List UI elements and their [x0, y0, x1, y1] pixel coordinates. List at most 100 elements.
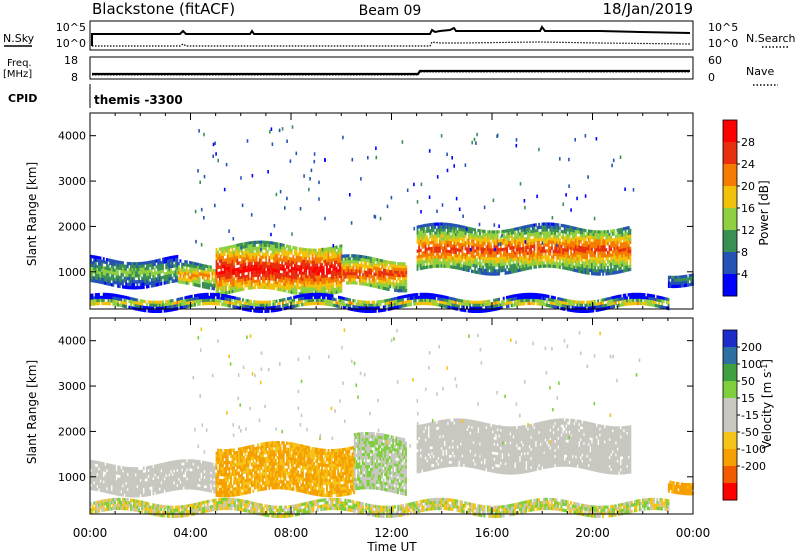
echo-cell — [255, 282, 258, 286]
echo-cell — [258, 249, 261, 253]
echo-cell — [511, 270, 513, 274]
echo-cell — [437, 222, 440, 226]
echo-cell — [363, 261, 366, 265]
echo-cell — [292, 261, 295, 265]
echo-cell — [255, 264, 258, 268]
echo-cell — [263, 276, 266, 280]
echo-cell — [480, 271, 483, 275]
echo-cell — [539, 243, 542, 247]
echo-cell — [98, 280, 100, 284]
echo-cell — [439, 240, 441, 244]
echo-cell — [340, 283, 343, 287]
echo-cell — [279, 246, 282, 250]
echo-cell — [123, 276, 126, 280]
echo-cell — [310, 266, 312, 270]
echo-cell — [158, 270, 161, 274]
echo-cell — [423, 227, 425, 231]
echo-cell — [386, 269, 388, 273]
echo-cell — [398, 274, 401, 278]
echo-cell — [472, 257, 475, 262]
echo-cell — [344, 260, 347, 264]
echo-cell — [533, 232, 536, 236]
echo-cell — [99, 256, 102, 260]
echo-cell — [447, 228, 449, 233]
echo-cell — [520, 265, 523, 269]
echo-cell — [266, 243, 269, 248]
echo-cell — [298, 271, 301, 275]
echo-cell — [279, 279, 282, 283]
echo-cell — [506, 244, 509, 248]
echo-cell — [515, 260, 518, 264]
echo-cell — [502, 296, 505, 300]
echo-cell — [439, 234, 441, 238]
echo-cell — [289, 248, 292, 252]
echo-cell — [252, 267, 255, 272]
echo-cell — [268, 283, 271, 287]
echo-cell — [198, 281, 201, 285]
echo-cell — [107, 270, 110, 274]
echo-cell — [125, 304, 128, 309]
echo-cell — [498, 239, 501, 243]
echo-cell — [324, 256, 327, 260]
echo-cell — [303, 254, 306, 258]
echo-cell — [273, 286, 276, 291]
echo-cell — [230, 284, 232, 288]
echo-cell — [274, 269, 277, 273]
echo-cell — [262, 270, 264, 274]
echo-cell — [179, 277, 182, 281]
echo-cell — [487, 269, 489, 273]
echo-cell — [373, 284, 376, 288]
echo-cell — [295, 252, 298, 256]
echo-cell — [464, 253, 467, 257]
echo-cell — [192, 279, 195, 283]
echo-cell — [192, 273, 195, 277]
echo-cell — [370, 271, 372, 276]
echo-cell — [475, 231, 478, 235]
echo-cell — [514, 254, 517, 258]
echo-cell — [152, 272, 155, 276]
echo-cell — [218, 259, 221, 263]
echo-cell — [337, 248, 340, 252]
echo-cell — [149, 272, 152, 276]
echo-cell — [314, 248, 317, 252]
echo-cell — [96, 270, 99, 275]
echo-cell — [450, 241, 453, 245]
echo-cell — [136, 262, 139, 266]
echo-cell — [362, 282, 364, 286]
echo-cell — [225, 285, 228, 289]
echo-cell — [487, 230, 489, 234]
echo-cell — [182, 274, 185, 279]
echo-cell — [340, 274, 343, 278]
echo-cell — [522, 246, 525, 251]
echo-cell — [254, 261, 256, 266]
echo-cell — [517, 256, 520, 261]
echo-cell — [341, 254, 344, 258]
echo-cell — [255, 267, 258, 271]
echo-cell — [488, 233, 491, 237]
echo-cell — [284, 253, 287, 257]
echo-cell — [350, 260, 353, 264]
echo-cell — [278, 302, 281, 306]
echo-cell — [182, 271, 185, 276]
echo-cell — [176, 263, 179, 268]
echo-cell — [400, 262, 403, 266]
echo-cell — [421, 227, 424, 231]
echo-cell — [363, 258, 366, 262]
echo-cell — [517, 250, 520, 255]
echo-cell — [203, 270, 206, 274]
echo-cell — [443, 261, 446, 265]
echo-cell — [459, 228, 462, 232]
echo-cell — [442, 255, 445, 259]
echo-cell — [432, 237, 435, 241]
echo-cell — [535, 235, 537, 239]
echo-cell — [350, 254, 353, 258]
echo-cell — [355, 257, 358, 261]
echo-cell — [136, 286, 139, 290]
echo-cell — [439, 222, 441, 226]
echo-cell — [496, 245, 499, 249]
echo-cell — [477, 234, 480, 239]
echo-cell — [469, 242, 472, 246]
echo-cell — [431, 231, 433, 236]
echo-cell — [242, 266, 245, 270]
echo-cell — [477, 243, 480, 248]
